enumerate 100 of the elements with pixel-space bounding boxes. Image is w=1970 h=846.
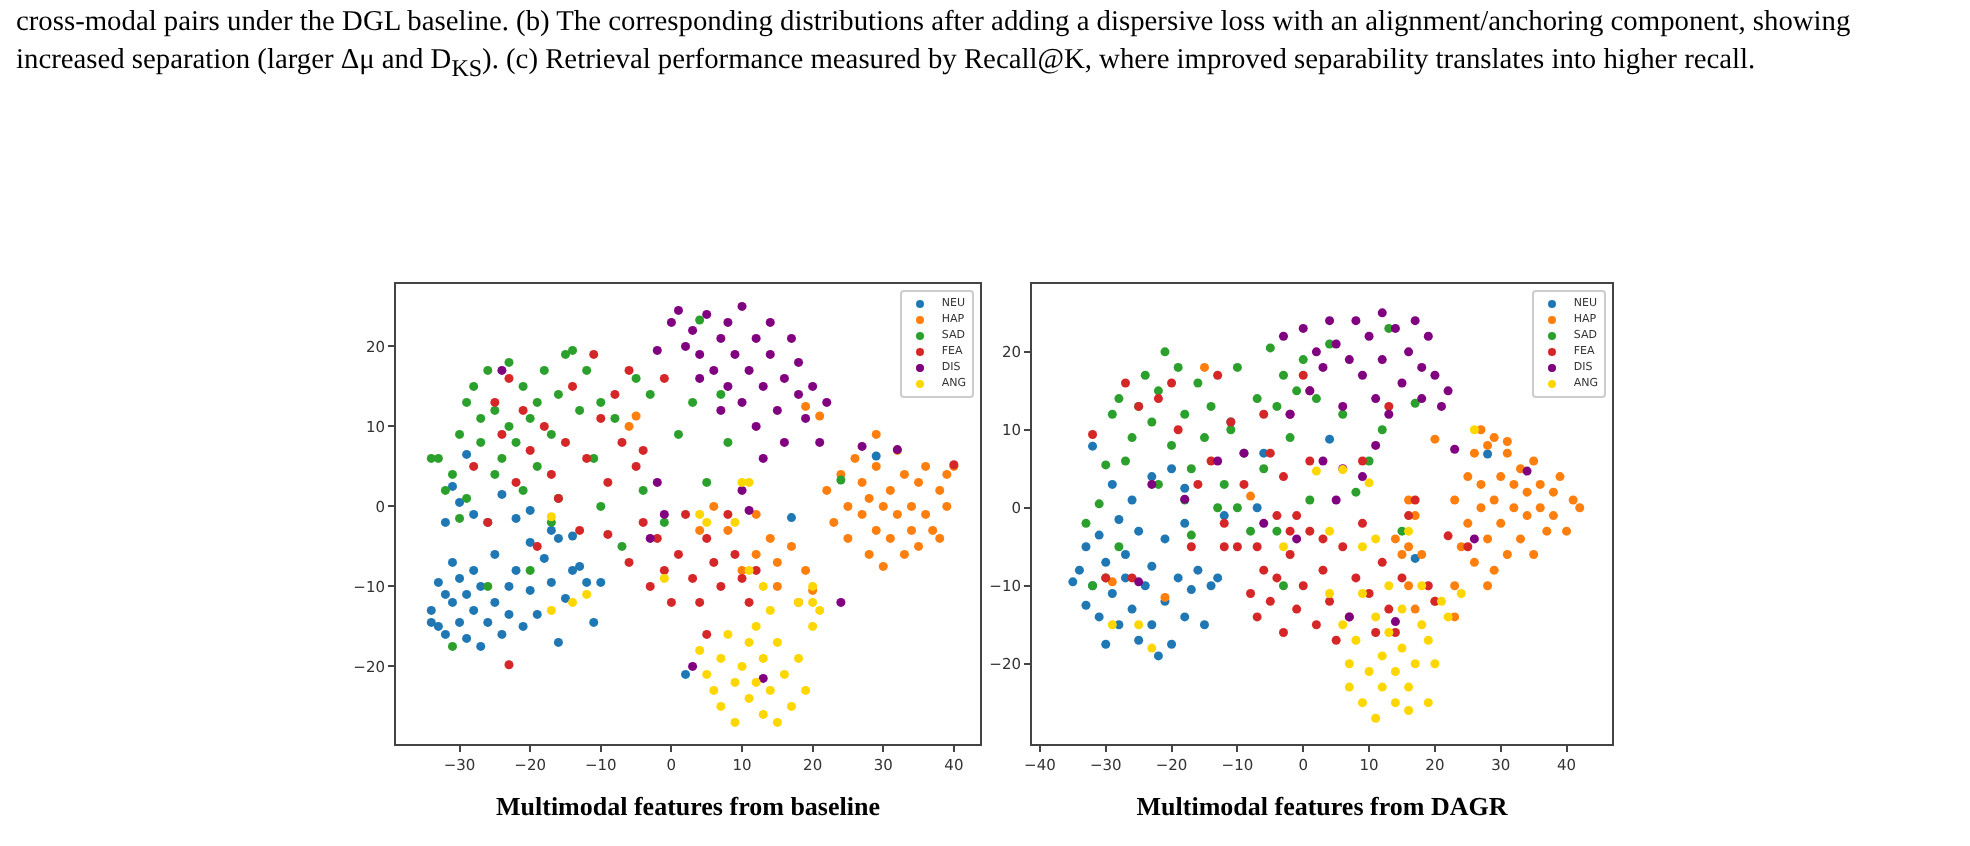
point xyxy=(1272,401,1282,411)
point xyxy=(709,685,719,695)
point xyxy=(1404,581,1414,591)
point xyxy=(772,405,782,415)
point xyxy=(539,365,549,375)
point xyxy=(1134,635,1144,645)
point xyxy=(462,633,472,643)
point xyxy=(1265,343,1275,353)
point xyxy=(546,469,556,479)
point xyxy=(511,513,521,523)
point xyxy=(1450,444,1460,454)
point xyxy=(1147,561,1157,571)
point xyxy=(568,565,578,575)
point xyxy=(1430,370,1440,380)
point xyxy=(1390,617,1400,627)
point xyxy=(589,617,599,627)
point xyxy=(1377,308,1387,318)
point xyxy=(779,373,789,383)
point xyxy=(610,389,620,399)
point xyxy=(871,429,881,439)
point xyxy=(801,413,811,423)
point xyxy=(1568,495,1578,505)
point xyxy=(1338,620,1348,630)
point xyxy=(497,489,507,499)
point xyxy=(539,553,549,563)
point xyxy=(1390,667,1400,676)
point xyxy=(1167,440,1177,450)
point xyxy=(546,577,556,587)
point xyxy=(702,309,712,319)
point xyxy=(1410,604,1420,614)
point xyxy=(1469,534,1479,544)
point xyxy=(1450,495,1460,505)
point xyxy=(596,501,606,511)
point xyxy=(490,549,500,559)
point xyxy=(885,485,895,495)
point xyxy=(1397,550,1407,560)
point xyxy=(1318,362,1328,372)
point xyxy=(758,381,768,391)
point xyxy=(1180,518,1190,528)
point xyxy=(1311,394,1321,404)
point xyxy=(1272,526,1282,536)
point xyxy=(652,345,662,355)
point xyxy=(751,677,761,687)
point xyxy=(483,617,493,627)
point xyxy=(822,397,832,407)
point xyxy=(843,501,853,511)
point xyxy=(631,373,641,383)
point xyxy=(1450,581,1460,591)
point xyxy=(1463,518,1473,528)
point xyxy=(1404,682,1414,692)
point xyxy=(1298,355,1308,365)
point xyxy=(1278,331,1288,341)
point xyxy=(935,533,945,543)
point xyxy=(1476,503,1486,513)
point xyxy=(772,557,782,567)
point xyxy=(864,549,874,559)
point xyxy=(645,389,655,399)
point xyxy=(1120,550,1130,560)
point xyxy=(659,573,669,583)
point xyxy=(801,401,811,411)
point xyxy=(681,669,691,679)
point xyxy=(1338,401,1348,411)
point xyxy=(652,533,662,543)
point xyxy=(730,549,740,559)
point xyxy=(1305,495,1315,505)
point xyxy=(504,421,514,431)
point xyxy=(688,325,698,335)
point xyxy=(1134,526,1144,536)
point xyxy=(1213,503,1223,513)
point xyxy=(497,453,507,463)
point xyxy=(638,485,648,495)
point xyxy=(511,437,521,447)
point xyxy=(1147,479,1157,489)
point xyxy=(1555,472,1565,482)
point xyxy=(751,421,761,431)
point xyxy=(1410,553,1420,563)
point xyxy=(603,477,613,487)
point xyxy=(1107,409,1117,419)
point xyxy=(1127,604,1137,614)
point xyxy=(1371,394,1381,404)
point xyxy=(702,477,712,487)
point xyxy=(1232,503,1242,513)
point xyxy=(1357,542,1367,552)
point xyxy=(765,605,775,615)
point xyxy=(1167,464,1177,474)
point xyxy=(1193,378,1203,388)
point xyxy=(1259,464,1269,474)
point xyxy=(1535,503,1545,513)
point xyxy=(1357,698,1367,708)
point xyxy=(504,660,514,670)
point xyxy=(490,597,500,607)
point xyxy=(1377,651,1387,661)
point xyxy=(1483,449,1493,459)
point xyxy=(702,517,712,527)
point xyxy=(546,512,556,522)
point xyxy=(716,389,726,399)
point xyxy=(822,485,832,495)
point xyxy=(695,315,705,325)
point xyxy=(1246,526,1256,536)
point xyxy=(688,661,698,671)
